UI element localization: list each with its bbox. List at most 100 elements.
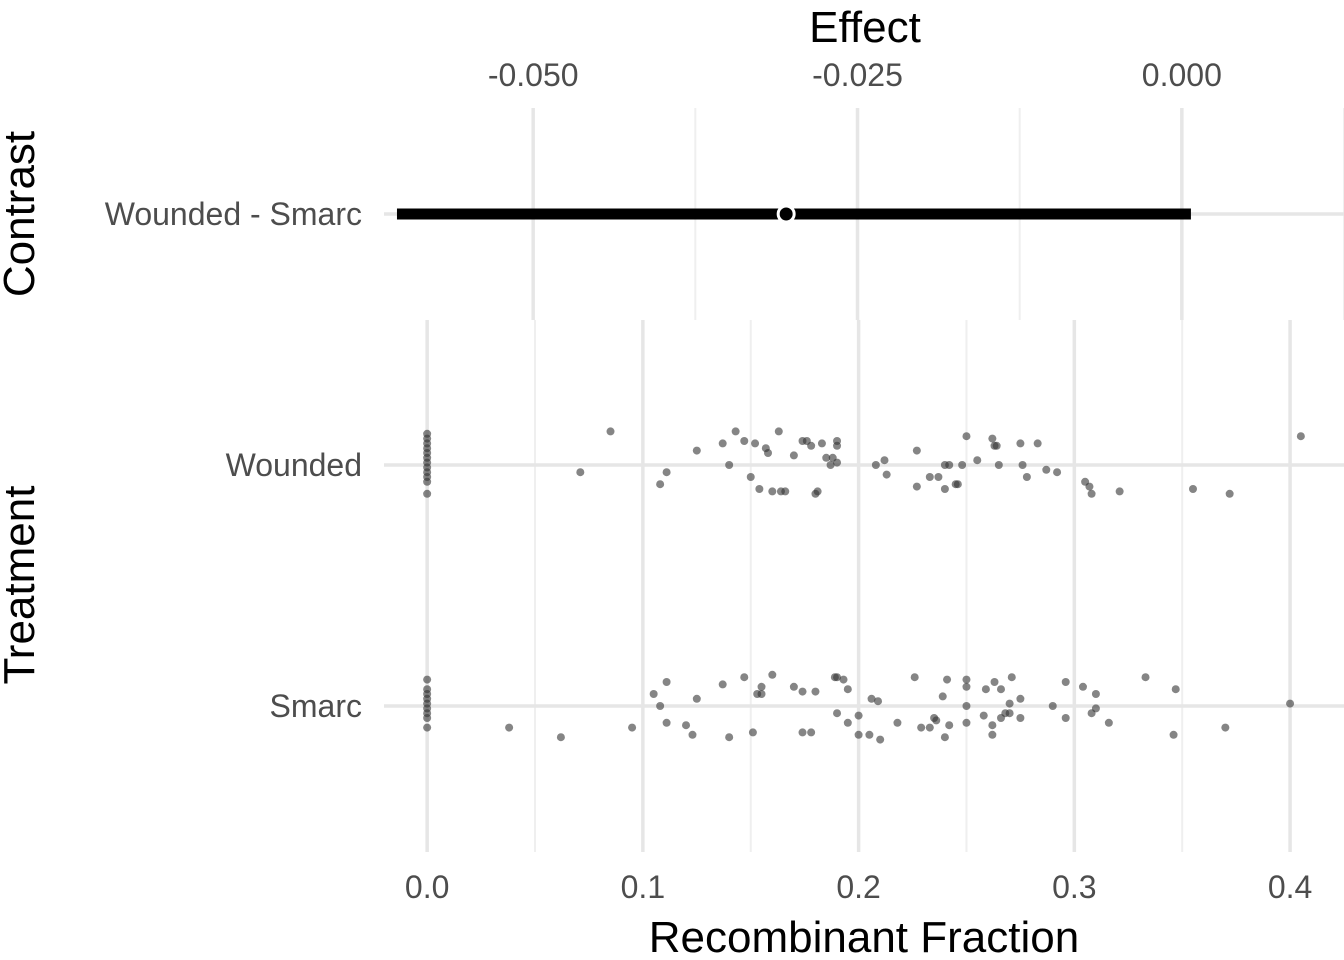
data-point-smarc	[833, 709, 842, 718]
bottom-x-tick-label: 0.4	[1268, 869, 1312, 905]
bottom-x-tick-label: 0.0	[405, 869, 449, 905]
data-point-smarc	[876, 735, 885, 744]
bottom-x-tick-label: 0.3	[1052, 869, 1096, 905]
top-x-tick-label: -0.050	[488, 57, 579, 93]
data-point-wounded	[768, 487, 777, 496]
data-point-wounded	[764, 449, 772, 457]
treatment-label: Smarc	[270, 688, 362, 724]
data-point-smarc	[839, 675, 848, 684]
data-point-wounded	[1087, 489, 1096, 498]
data-point-smarc	[996, 685, 1005, 694]
data-point-wounded	[1016, 439, 1025, 448]
data-point-wounded	[925, 473, 934, 481]
data-point-wounded	[725, 461, 734, 469]
data-point-smarc	[1078, 682, 1087, 691]
data-point-wounded	[1188, 485, 1197, 493]
data-point-smarc	[1016, 694, 1025, 703]
data-point-smarc	[910, 673, 919, 682]
data-point-smarc	[556, 733, 565, 742]
treatment-panel: 0.0 0.1 0.2 0.3 0.4 Wounded Smarc Recombinant…	[0, 320, 1344, 960]
data-point-smarc	[981, 685, 990, 694]
bottom-y-axis-title: Treatment	[0, 486, 44, 685]
data-point-smarc	[962, 682, 971, 691]
contrast-y-labels: Wounded - Smarc	[105, 196, 362, 232]
data-point-smarc	[692, 694, 701, 703]
data-point-wounded	[813, 487, 822, 496]
data-point-smarc	[1048, 702, 1057, 710]
data-point-smarc	[1141, 673, 1150, 682]
data-point-wounded	[1033, 439, 1042, 448]
data-point-wounded	[656, 480, 665, 489]
data-point-wounded	[1022, 473, 1031, 481]
data-point-smarc	[988, 730, 997, 739]
contrast-label: Wounded - Smarc	[105, 196, 362, 232]
data-point-smarc	[1061, 714, 1070, 722]
data-point-smarc	[1016, 714, 1025, 722]
data-point-smarc	[940, 733, 949, 742]
data-point-wounded	[746, 473, 755, 481]
data-point-smarc	[757, 690, 766, 698]
data-point-smarc	[718, 680, 727, 689]
data-point-wounded	[826, 461, 835, 469]
data-point-smarc	[1005, 699, 1014, 708]
bottom-x-tick-label: 0.2	[836, 869, 880, 905]
data-point-smarc	[925, 723, 934, 732]
data-point-wounded	[1296, 432, 1305, 441]
data-point-wounded	[731, 427, 740, 436]
data-point-smarc	[423, 723, 432, 732]
data-point-smarc	[962, 675, 971, 684]
data-point-wounded	[1085, 482, 1094, 491]
data-point-smarc	[917, 723, 926, 732]
data-point-wounded	[953, 480, 962, 489]
data-point-smarc	[979, 711, 988, 720]
data-point-wounded	[423, 489, 432, 498]
data-point-wounded	[940, 485, 949, 493]
data-point-wounded	[992, 441, 1001, 450]
data-point-wounded	[994, 461, 1003, 469]
data-point-wounded	[822, 453, 831, 462]
data-point-smarc	[932, 716, 941, 725]
data-point-smarc	[943, 675, 952, 684]
top-x-tick-label: -0.025	[812, 57, 903, 93]
data-point-smarc	[945, 721, 954, 730]
data-point-smarc	[789, 682, 798, 691]
bottom-x-tick-labels: 0.0 0.1 0.2 0.3 0.4	[405, 869, 1312, 905]
top-x-tick-label: 0.000	[1142, 57, 1222, 93]
data-point-smarc	[938, 692, 947, 701]
treatment-y-labels: Wounded Smarc	[226, 447, 362, 724]
data-point-wounded	[833, 441, 842, 450]
data-point-wounded	[576, 468, 585, 477]
data-point-smarc	[893, 718, 902, 727]
data-point-wounded	[751, 439, 760, 448]
contrast-panel: -0.050 -0.025 0.000 Wounded - Smarc Effect…	[0, 3, 1344, 320]
data-point-smarc	[505, 723, 514, 732]
data-point-wounded	[1225, 489, 1234, 498]
data-point-smarc	[833, 673, 842, 682]
data-point-smarc	[662, 718, 671, 727]
data-point-smarc	[874, 697, 883, 706]
data-point-wounded	[934, 473, 943, 481]
data-point-smarc	[807, 728, 816, 737]
data-point-wounded	[912, 482, 921, 491]
data-point-wounded	[958, 461, 967, 469]
data-point-wounded	[912, 446, 921, 455]
data-point-smarc	[1005, 709, 1014, 718]
data-point-smarc	[423, 675, 432, 684]
data-point-wounded	[423, 477, 432, 486]
data-point-smarc	[1286, 699, 1295, 708]
data-point-wounded	[781, 487, 790, 496]
data-point-wounded	[973, 456, 982, 465]
data-point-wounded	[945, 461, 954, 469]
data-point-wounded	[662, 468, 671, 477]
data-point-wounded	[833, 458, 842, 467]
data-point-wounded	[755, 485, 764, 493]
data-point-wounded	[1115, 487, 1124, 496]
data-point-smarc	[962, 718, 971, 727]
data-point-smarc	[656, 702, 665, 710]
data-point-wounded	[774, 427, 783, 436]
data-point-smarc	[854, 730, 863, 739]
effect-estimate-point	[776, 204, 796, 224]
data-point-smarc	[1171, 685, 1180, 694]
data-point-smarc	[768, 670, 777, 679]
